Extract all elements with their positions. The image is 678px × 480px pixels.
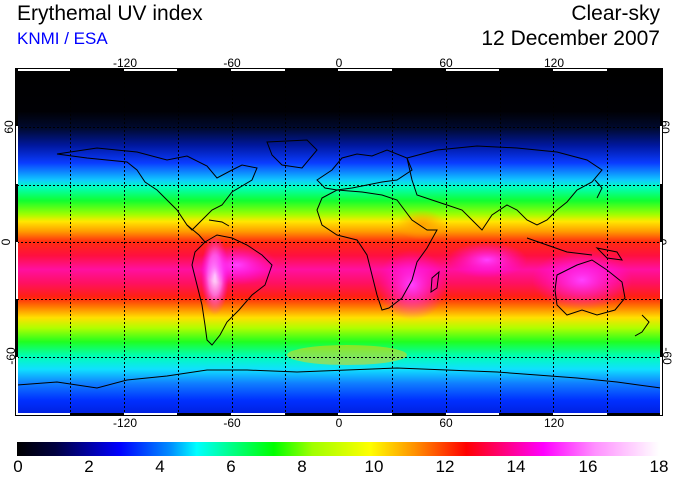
cuba-outline [208,219,230,227]
x-tick-top: -60 [223,56,241,70]
x-tick-bottom: -120 [112,416,138,430]
x-tick-top: -120 [112,56,138,70]
x-tick-top: 60 [439,56,453,70]
x-tick-bottom: 0 [335,416,343,430]
date-label: 12 December 2007 [481,27,660,50]
colorbar-label: 2 [84,457,94,476]
condition-label: Clear-sky [571,2,660,25]
x-tick-bottom: 120 [543,416,565,430]
new-zealand-outline [634,314,650,337]
colorbar-label: 10 [364,457,384,476]
map-overlay [17,70,661,414]
indian-ocean-hotspot [447,242,527,278]
indonesia-outline [526,237,593,256]
colorbar-label: 6 [226,457,236,476]
australia-outline [554,259,626,316]
africa-hotspot [377,250,447,320]
x-tick-top: 120 [543,56,565,70]
europe-outline [316,149,413,191]
uv-index-map [17,70,661,414]
new-guinea-outline [595,247,623,261]
y-tick-left: 0 [0,238,13,246]
colorbar-label: 8 [297,457,307,476]
africa-outline [316,189,438,311]
colorbar-label: 12 [435,457,455,476]
x-tick-bottom: -60 [223,416,241,430]
colorbar-label: 4 [155,457,165,476]
japan-outline [594,179,603,199]
south-america-outline [191,234,273,346]
brazil-hotspot [197,245,277,285]
greenland-outline [266,139,318,169]
grid-lines [17,70,661,414]
page-title: Erythemal UV index [17,2,203,25]
central-america-outline [186,224,206,243]
map-frame [15,68,663,416]
colorbar-label: 14 [506,457,526,476]
antarctica-outline [17,367,661,389]
east-africa-hotspot [397,210,447,240]
colorbar-label: 18 [649,457,669,476]
x-tick-bottom: 60 [439,416,453,430]
colorbar-label: 0 [13,457,23,476]
madagascar-outline [430,270,440,293]
south-atlantic-band [287,345,407,365]
asia-outline [406,145,603,231]
north-america-outline [56,147,258,231]
source-label: KNMI / ESA [17,29,108,48]
x-tick-top: 0 [335,56,343,70]
colorbar [17,442,659,456]
colorbar-label: 16 [578,457,598,476]
